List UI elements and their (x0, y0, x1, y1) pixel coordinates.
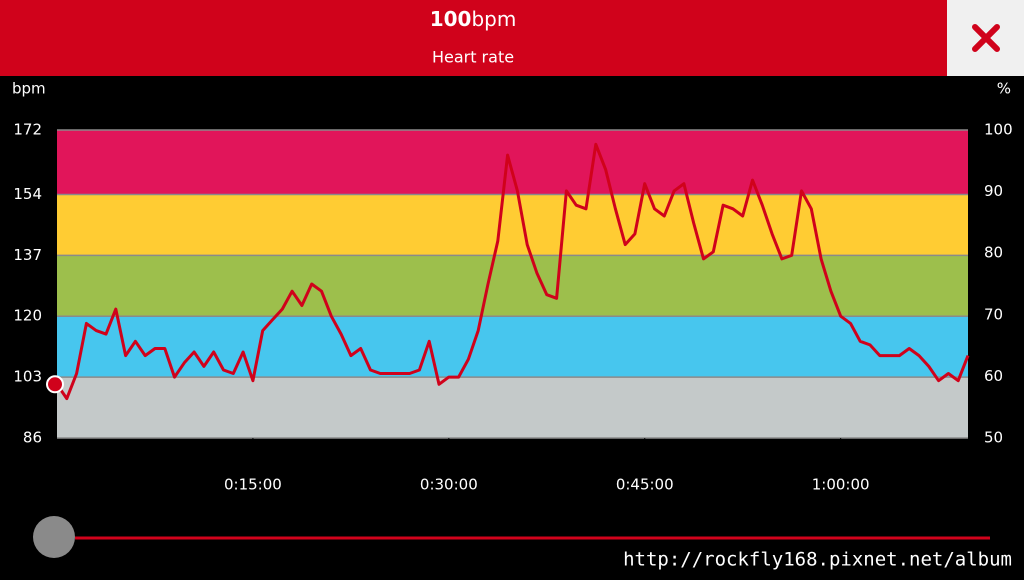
y-tick-label: 86 (23, 429, 42, 447)
heart-rate-line (55, 142, 970, 401)
zone-band (57, 255, 968, 317)
x-tick-label: 0:15:00 (224, 476, 282, 494)
y2-tick-label: 70 (984, 305, 1003, 323)
slider-thumb[interactable] (33, 516, 75, 558)
y2-tick-label: 90 (984, 182, 1003, 200)
x-tick-label: 1:00:00 (812, 476, 870, 494)
plot: 86 103 120 137 154 172 50 60 70 80 90 100 0:15:00 0:3… (13, 121, 1012, 494)
close-icon[interactable] (972, 24, 1000, 52)
header-bar (0, 0, 947, 76)
y-tick-label: 120 (13, 307, 42, 325)
current-value: 100bpm (430, 7, 517, 31)
y-tick-label: 137 (13, 246, 42, 264)
close-button[interactable] (947, 0, 1024, 76)
y2-tick-label: 80 (984, 244, 1003, 262)
y-tick-label: 172 (13, 121, 42, 139)
watermark: http://rockfly168.pixnet.net/album (623, 549, 1012, 571)
cursor-marker (46, 375, 64, 394)
unit: bpm (471, 7, 516, 31)
y2-tick-label: 100 (984, 121, 1013, 139)
x-tick-label: 0:45:00 (616, 476, 674, 494)
zone-band (57, 316, 968, 378)
y-tick-label: 154 (13, 185, 42, 203)
subtitle: Heart rate (432, 48, 514, 67)
value: 100 (430, 7, 472, 31)
zone-band (57, 194, 968, 256)
zone-band (57, 130, 968, 195)
x-tick-label: 0:30:00 (420, 476, 478, 494)
y-axis-label: bpm (12, 80, 46, 98)
zone-band (57, 377, 968, 438)
y2-tick-label: 50 (984, 429, 1003, 447)
y-tick-label: 103 (13, 368, 42, 386)
y2-axis-label: % (997, 80, 1011, 98)
y2-tick-label: 60 (984, 367, 1003, 385)
